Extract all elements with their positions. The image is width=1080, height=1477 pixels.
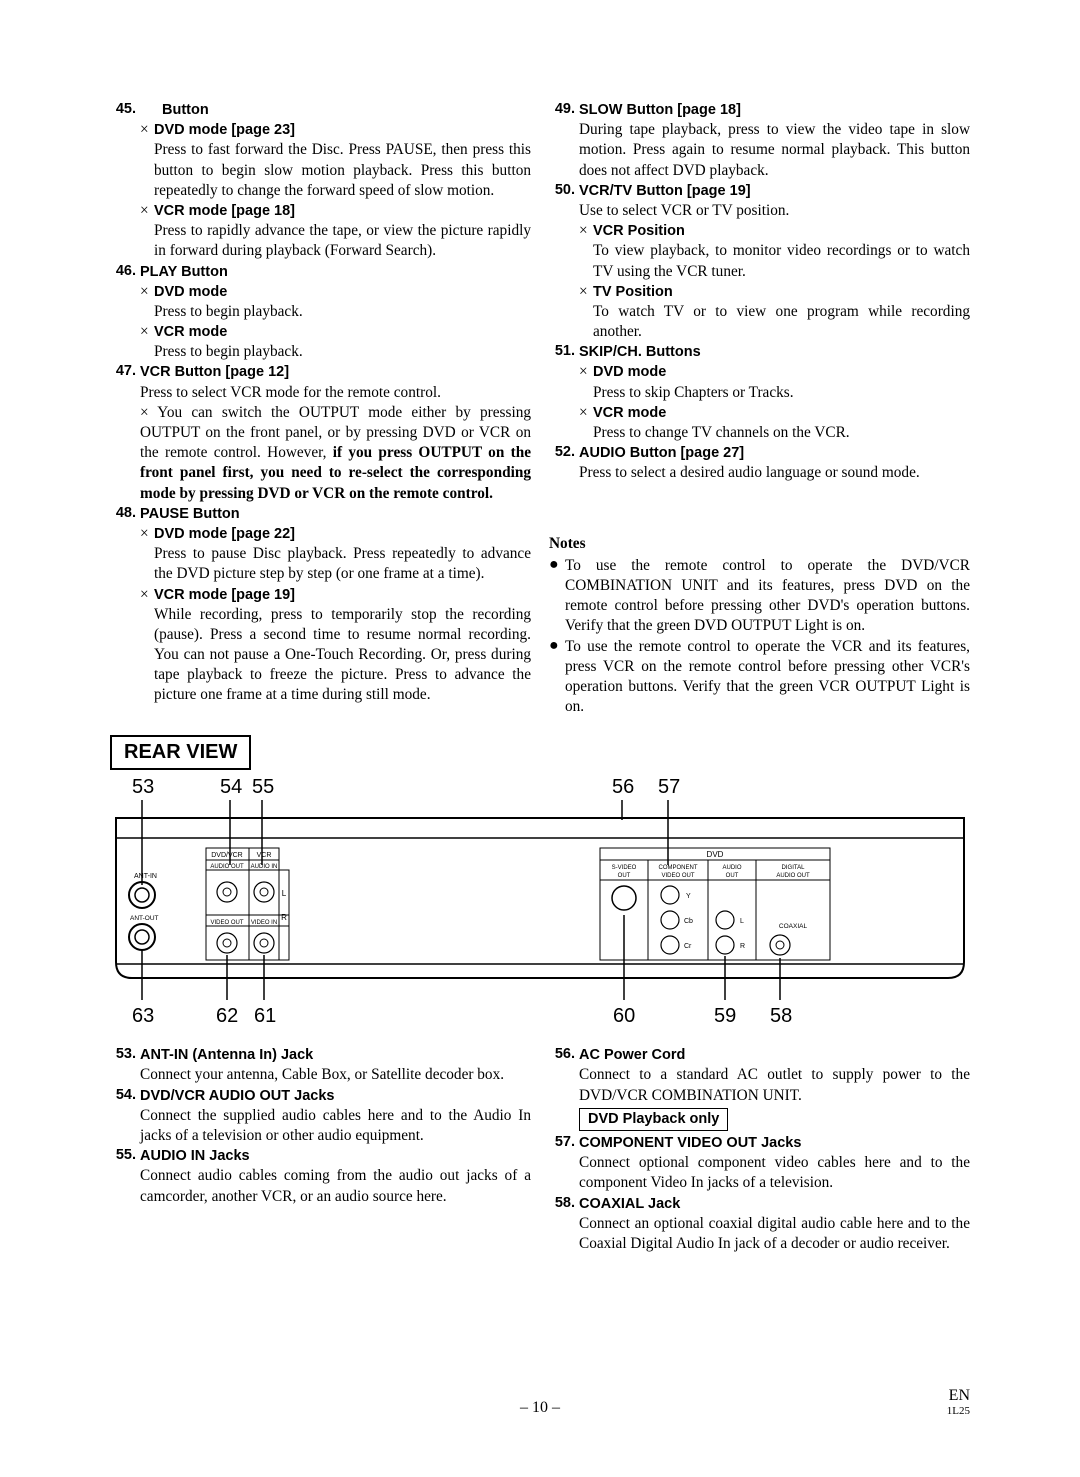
item-title: PLAY Button (140, 264, 228, 280)
paragraph: Press to fast forward the Disc. Press PA… (154, 140, 531, 201)
item-50: 50. VCR/TV Button [page 19] Use to selec… (549, 181, 970, 343)
callout-bottom-row: 63 62 61 60 59 58 (110, 1005, 970, 1029)
svg-text:AUDIO IN: AUDIO IN (251, 864, 278, 870)
svg-text:VIDEO OUT: VIDEO OUT (210, 920, 243, 926)
svg-text:VIDEO OUT: VIDEO OUT (661, 873, 694, 879)
svg-text:ANT-IN: ANT-IN (134, 873, 157, 880)
upper-columns: 45. Button × DVD mode [page 23] Press to… (110, 100, 970, 717)
item-52: 52. AUDIO Button [page 27] Press to sele… (549, 443, 970, 483)
svg-text:OUT: OUT (726, 873, 739, 879)
item-54: 54. DVD/VCR AUDIO OUT Jacks Connect the … (110, 1086, 531, 1147)
svg-text:COAXIAL: COAXIAL (779, 923, 808, 930)
item-47: 47. VCR Button [page 12] Press to select… (110, 362, 531, 503)
item-number: 45. (110, 100, 140, 262)
callout-top-row: 53 54 55 56 57 (110, 776, 970, 800)
page-footer: – 10 – EN 1L25 (0, 1399, 1080, 1417)
subtitle: VCR mode [page 18] (154, 203, 295, 219)
svg-text:R: R (281, 913, 287, 922)
svg-text:R: R (740, 943, 745, 950)
item-57: 57. COMPONENT VIDEO OUT Jacks Connect op… (549, 1133, 970, 1194)
svg-text:VIDEO IN: VIDEO IN (251, 920, 277, 926)
rear-diagram: 53 54 55 56 57 DVD/VCR VCR AUDIO OUT AUD… (110, 776, 970, 1029)
svg-text:AUDIO: AUDIO (722, 865, 741, 871)
paragraph: × You can switch the OUTPUT mode either … (140, 403, 531, 504)
svg-text:VCR: VCR (257, 852, 272, 859)
note-bullet: ● To use the remote control to operate t… (549, 637, 970, 718)
svg-text:DVD/VCR: DVD/VCR (211, 852, 243, 859)
lower-columns: 53. ANT-IN (Antenna In) Jack Connect you… (110, 1045, 970, 1254)
lower-right: 56. AC Power Cord Connect to a standard … (549, 1045, 970, 1254)
rear-view-label: REAR VIEW (110, 735, 251, 770)
item-51: 51. SKIP/CH. Buttons × DVD mode Press to… (549, 342, 970, 443)
item-49: 49. SLOW Button [page 18] During tape pl… (549, 100, 970, 181)
dvd-playback-box: DVD Playback only (579, 1108, 728, 1131)
svg-text:DVD: DVD (707, 850, 724, 859)
right-column: 49. SLOW Button [page 18] During tape pl… (549, 100, 970, 717)
subtitle: DVD mode [page 23] (154, 122, 295, 138)
item-number: 46. (110, 262, 140, 363)
svg-text:L: L (282, 889, 287, 898)
item-55: 55. AUDIO IN Jacks Connect audio cables … (110, 1146, 531, 1207)
item-58: 58. COAXIAL Jack Connect an optional coa… (549, 1194, 970, 1255)
item-56: 56. AC Power Cord Connect to a standard … (549, 1045, 970, 1106)
svg-text:S-VIDEO: S-VIDEO (612, 865, 637, 871)
svg-text:OUT: OUT (618, 873, 631, 879)
item-48: 48. PAUSE Button × DVD mode [page 22] Pr… (110, 504, 531, 706)
svg-text:AUDIO OUT: AUDIO OUT (210, 864, 244, 870)
svg-text:DIGITAL: DIGITAL (782, 865, 806, 871)
item-45: 45. Button × DVD mode [page 23] Press to… (110, 100, 531, 262)
page-number: – 10 – (520, 1399, 560, 1417)
svg-text:COMPONENT: COMPONENT (659, 865, 698, 871)
svg-text:ANT-OUT: ANT-OUT (130, 915, 159, 922)
svg-text:Cb: Cb (684, 918, 693, 925)
svg-text:Y: Y (686, 893, 691, 900)
svg-text:L: L (740, 918, 744, 925)
notes-heading: Notes (549, 534, 970, 554)
item-46: 46. PLAY Button × DVD mode Press to begi… (110, 262, 531, 363)
paragraph: Press to rapidly advance the tape, or vi… (154, 221, 531, 261)
lower-left: 53. ANT-IN (Antenna In) Jack Connect you… (110, 1045, 531, 1254)
item-53: 53. ANT-IN (Antenna In) Jack Connect you… (110, 1045, 531, 1085)
note-bullet: ● To use the remote control to operate t… (549, 556, 970, 637)
item-title: Button (140, 102, 209, 118)
svg-text:AUDIO OUT: AUDIO OUT (776, 873, 810, 879)
rear-panel-svg: DVD/VCR VCR AUDIO OUT AUDIO IN ANT-IN AN… (110, 800, 970, 1000)
svg-text:Cr: Cr (684, 943, 692, 950)
left-column: 45. Button × DVD mode [page 23] Press to… (110, 100, 531, 717)
footer-code: EN 1L25 (947, 1387, 970, 1417)
